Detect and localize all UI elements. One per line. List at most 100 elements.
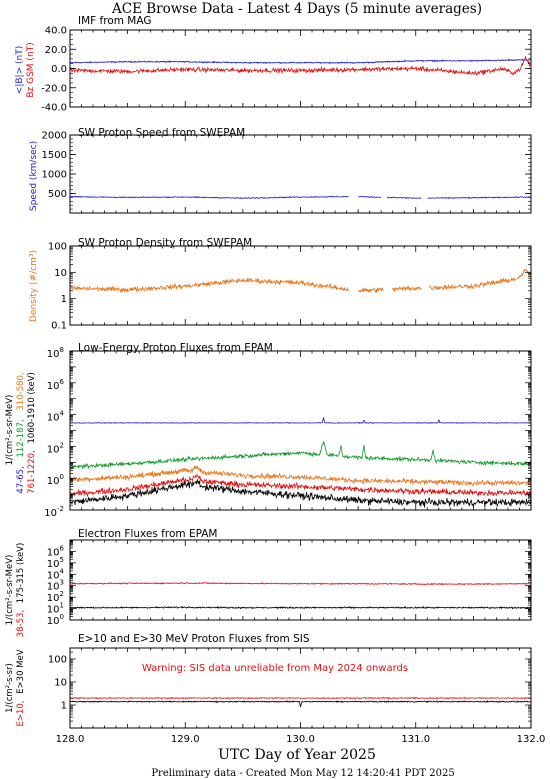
proton-channel-310-580: 310-580, [16, 372, 26, 410]
x-tick-label: 132.0 [517, 734, 546, 745]
x-tick-label: 131.0 [401, 734, 430, 745]
proton-ylabel-unit: 1/(cm²-s-sr-MeV) [5, 395, 15, 466]
electron-y-tick-label: 101 [47, 602, 64, 616]
imf-ylabel-b: <|B|> (nT) [15, 46, 25, 94]
imf-y-tick-label: -20.0 [41, 83, 67, 94]
electron-channel-38-53: 38-53, [16, 610, 26, 637]
proton-trace-1060-1910 [69, 478, 532, 508]
density-y-tick-label: 0.1 [51, 321, 67, 332]
speed-y-tick-label: 500 [48, 189, 67, 200]
electron-y-tick-label-base: 10 [47, 593, 60, 604]
proton-y-tick-label: 108 [47, 346, 64, 360]
electron-y-tick-label-exp: 1 [60, 602, 64, 610]
imf-ylabel-bz-group: Bz GSM (nT) [26, 42, 36, 97]
proton-y-tick-label-base: 10 [47, 413, 60, 424]
electron-ylabel-unit-group: 1/(cm²-s-sr-MeV) [5, 555, 15, 626]
sis-channel-e10: E>10, [16, 701, 26, 727]
electron-y-tick-label-exp: 0 [60, 613, 64, 621]
imf-b-trace [69, 58, 532, 65]
proton-y-tick-label: 100 [47, 473, 64, 487]
electron-y-tick-label-exp: 2 [60, 590, 64, 598]
electron-y-tick-label-exp: 4 [60, 567, 65, 575]
imf-y-tick-label: 20.0 [45, 45, 67, 56]
proton-y-tick-label-exp: 4 [60, 410, 65, 418]
electron-panel-title: Electron Fluxes from EPAM [78, 528, 217, 540]
proton-channel-47-65: 47-65, [16, 466, 26, 493]
proton-ylabel-unit-group: 1/(cm²-s-sr-MeV) [5, 395, 15, 466]
sis-channel-e30: E>30 MeV [16, 649, 26, 694]
proton-y-tick-label-base: 10 [47, 349, 60, 360]
axis-ticks: 40.020.00.0-20.0-40.02000150010005001001… [41, 26, 532, 729]
proton-y-tick-label-base: 10 [47, 444, 60, 455]
electron-y-tick-label: 104 [47, 567, 65, 581]
panel-frame [69, 134, 532, 214]
proton-channel-1060-1910: 1060-1910 (keV) [27, 372, 37, 443]
proton-trace-112-187 [69, 441, 532, 471]
density-ylabel-group: Density (#/cm³) [29, 250, 39, 322]
imf-y-tick-label: 0.0 [51, 64, 67, 75]
proton-y-tick-label-base: 10 [47, 476, 60, 487]
speed-panel-title: SW Proton Speed from SWEPAM [78, 127, 245, 139]
proton-ylabel-channels-a: 47-65, 112-187, 310-580, [16, 372, 26, 493]
imf-ylabel-bz: Bz GSM (nT) [26, 42, 36, 97]
electron-y-tick-label-base: 10 [47, 547, 60, 558]
electron-ylabel-channels: 38-53, 175-315 (keV) [16, 543, 26, 638]
proton-y-tick-label-exp: -2 [57, 505, 64, 513]
speed-ylabel: Speed (km/sec) [29, 141, 39, 211]
proton-channel-112-187: 112-187, [16, 419, 26, 457]
proton-y-tick-label-base: 10 [44, 508, 57, 519]
proton-y-tick-label: 104 [47, 410, 65, 424]
proton-y-tick-label: 106 [47, 378, 65, 392]
proton-y-tick-label-exp: 8 [60, 346, 64, 354]
proton-panel-title: Low-Energy Proton Fluxes from EPAM [78, 342, 273, 354]
proton-ylabel-channels-b: 761-1220, 1060-1910 (keV) [27, 372, 37, 494]
proton-y-tick-label: 10-2 [44, 505, 64, 519]
density-panel-title: SW Proton Density from SWEPAM [78, 237, 252, 249]
density-y-tick-label: 10 [54, 268, 67, 279]
electron-y-tick-label-base: 10 [47, 616, 60, 627]
sis-ylabel-channels: E>10, E>30 MeV [16, 649, 26, 726]
electron-y-tick-label: 100 [47, 613, 64, 627]
density-y-tick-label: 100 [48, 242, 67, 253]
electron-channel-175-315: 175-315 (keV) [16, 543, 26, 604]
proton-ylabel-row1: 47-65, 112-187, 310-580, [16, 372, 26, 493]
panel-frame [69, 29, 532, 108]
sis-ylabel-unit: 1/(cm²-s-sr) [5, 663, 15, 713]
imf-y-tick-label: 40.0 [45, 26, 67, 37]
electron-y-tick-label-base: 10 [47, 559, 60, 570]
electron-y-tick-label-base: 10 [47, 570, 60, 581]
proton-trace-310-580 [69, 465, 532, 488]
proton-y-tick-label-exp: 0 [60, 473, 64, 481]
proton-y-tick-label: 102 [47, 441, 64, 455]
panel-frame [69, 245, 532, 326]
proton-ylabel-row2: 761-1220, 1060-1910 (keV) [27, 372, 37, 494]
panel-frame [69, 647, 532, 729]
imf-bz-trace [69, 55, 532, 76]
density-ylabel: Density (#/cm³) [29, 250, 39, 322]
speed-ylabel-group: Speed (km/sec) [29, 141, 39, 211]
sis-trace-e10 [69, 696, 532, 700]
electron-ylabel-unit: 1/(cm²-s-sr-MeV) [5, 555, 15, 626]
proton-channel-761-1220: 761-1220, [27, 450, 37, 494]
density-y-tick-label: 1 [61, 294, 67, 305]
sis-ylabel-channels-group: E>10, E>30 MeV [16, 649, 26, 726]
electron-y-tick-label: 103 [47, 579, 64, 593]
electron-y-tick-label: 102 [47, 590, 64, 604]
speed-y-tick-label: 2000 [42, 131, 67, 142]
x-tick-label: 130.0 [286, 734, 315, 745]
x-tick-label: 128.0 [56, 734, 85, 745]
proton-trace-761-1220 [69, 473, 532, 498]
proton-y-tick-label-exp: 2 [60, 441, 64, 449]
electron-y-tick-label-base: 10 [47, 605, 60, 616]
sis-y-tick-label: 100 [48, 654, 67, 665]
electron-ylabel-channels-group: 38-53, 175-315 (keV) [16, 543, 26, 638]
speed-y-tick-label: 1000 [42, 170, 67, 181]
electron-y-tick-label-exp: 6 [60, 544, 65, 552]
sis-ylabel-unit-group: 1/(cm²-s-sr) [5, 663, 15, 713]
sis-y-tick-label: 10 [54, 677, 67, 688]
electron-trace-38-53 [69, 581, 532, 586]
imf-y-tick-label: -40.0 [41, 103, 67, 114]
imf-panel-title: IMF from MAG [78, 15, 152, 27]
proton-trace-47-65 [70, 417, 532, 424]
